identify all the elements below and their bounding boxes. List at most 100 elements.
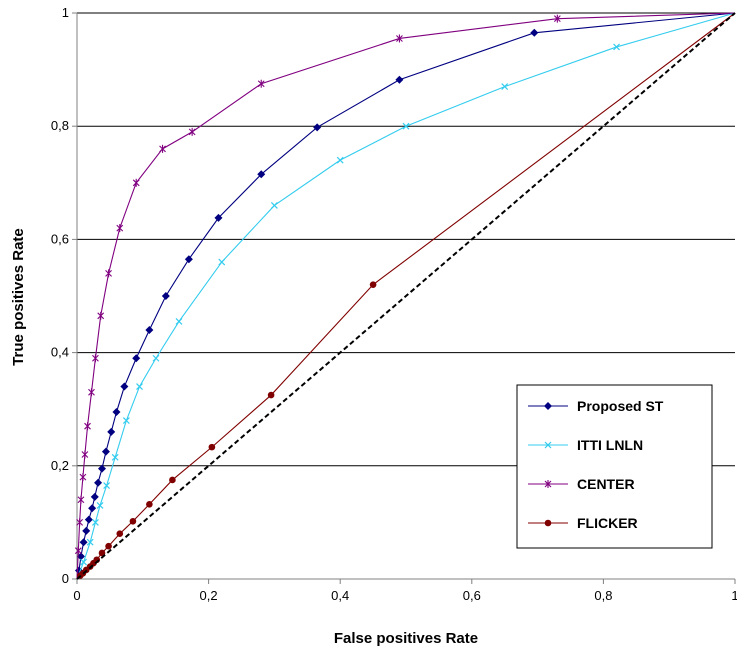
data-point bbox=[77, 495, 85, 504]
series-itti-lnln bbox=[76, 12, 736, 580]
data-point bbox=[76, 518, 84, 527]
data-point bbox=[101, 447, 110, 456]
data-point bbox=[396, 34, 403, 43]
legend-marker bbox=[544, 402, 552, 410]
legend-marker bbox=[544, 519, 552, 527]
data-point bbox=[188, 127, 196, 136]
data-point bbox=[90, 492, 99, 501]
y-tick-label: 0,2 bbox=[51, 458, 69, 473]
data-point bbox=[159, 144, 166, 153]
x-tick-label: 1 bbox=[731, 588, 737, 603]
axes bbox=[72, 12, 736, 584]
series-proposed-st bbox=[74, 12, 736, 580]
data-point bbox=[84, 515, 93, 524]
data-point bbox=[136, 383, 143, 390]
data-point bbox=[116, 530, 124, 538]
series-line bbox=[76, 12, 736, 580]
data-point bbox=[88, 504, 97, 513]
data-point bbox=[98, 549, 106, 557]
data-point bbox=[169, 476, 176, 484]
legend-label: Proposed ST bbox=[577, 398, 664, 414]
series-center bbox=[74, 12, 736, 580]
y-tick-label: 0,4 bbox=[51, 345, 69, 360]
data-point bbox=[175, 318, 183, 325]
legend-marker bbox=[544, 441, 552, 449]
data-point bbox=[92, 354, 99, 363]
y-axis-title: True positives Rate bbox=[10, 228, 27, 366]
data-point bbox=[107, 427, 116, 436]
data-point bbox=[79, 538, 88, 547]
data-point bbox=[132, 354, 141, 363]
data-point bbox=[395, 75, 404, 84]
y-tick-label: 0 bbox=[62, 571, 69, 586]
data-point bbox=[145, 325, 154, 334]
x-axis-title: False positives Rate bbox=[334, 630, 478, 647]
data-point bbox=[336, 156, 344, 164]
data-point bbox=[218, 258, 226, 266]
data-point bbox=[369, 281, 377, 288]
x-tick-label: 0,8 bbox=[594, 588, 612, 603]
data-point bbox=[132, 178, 140, 187]
data-point bbox=[613, 43, 620, 51]
data-point bbox=[116, 224, 124, 233]
data-point bbox=[122, 417, 130, 424]
legend-item: CENTER bbox=[528, 476, 635, 492]
data-point bbox=[161, 292, 170, 300]
data-point bbox=[501, 83, 509, 91]
data-point bbox=[214, 213, 223, 222]
x-tick-label: 0,6 bbox=[463, 588, 481, 603]
data-point bbox=[76, 552, 85, 561]
data-point bbox=[270, 202, 278, 209]
y-tick-label: 0,6 bbox=[51, 231, 69, 246]
tick-labels: 0 0,2 0,4 0,6 0,8 1 0 0,2 0,4 0,6 0,8 1 bbox=[51, 5, 737, 603]
data-point bbox=[208, 443, 216, 451]
data-point bbox=[257, 170, 266, 179]
legend-marker bbox=[544, 480, 552, 488]
y-tick-label: 0,8 bbox=[51, 118, 69, 133]
data-point bbox=[530, 28, 539, 37]
data-point bbox=[267, 391, 275, 399]
legend-item: Proposed ST bbox=[528, 398, 664, 414]
data-point bbox=[82, 526, 91, 535]
x-tick-label: 0,2 bbox=[200, 588, 218, 603]
legend-item: ITTI LNLN bbox=[528, 437, 643, 453]
data-point bbox=[80, 558, 88, 566]
data-point bbox=[96, 501, 104, 509]
data-point bbox=[98, 464, 107, 473]
x-tick-label: 0,4 bbox=[331, 588, 349, 603]
data-point bbox=[402, 122, 410, 130]
legend-label: CENTER bbox=[577, 476, 635, 492]
data-point bbox=[120, 382, 129, 391]
data-point bbox=[74, 546, 82, 555]
data-point bbox=[112, 408, 121, 417]
data-point bbox=[111, 453, 119, 461]
series-diagonal-reference bbox=[76, 12, 736, 580]
data-point bbox=[184, 255, 193, 264]
data-point bbox=[88, 388, 95, 397]
series-line bbox=[76, 12, 736, 580]
data-point bbox=[84, 422, 91, 431]
data-point bbox=[103, 482, 111, 490]
data-point bbox=[81, 450, 89, 459]
data-point bbox=[94, 478, 103, 487]
data-point bbox=[146, 500, 153, 508]
data-point bbox=[313, 123, 322, 132]
legend-label: ITTI LNLN bbox=[577, 437, 643, 453]
data-point bbox=[91, 518, 99, 526]
data-point bbox=[553, 14, 561, 23]
series-layer bbox=[74, 12, 736, 580]
data-point bbox=[105, 542, 112, 550]
data-point bbox=[129, 517, 137, 525]
y-tick-label: 1 bbox=[62, 5, 69, 20]
data-point bbox=[152, 354, 160, 362]
data-point bbox=[86, 538, 94, 546]
data-point bbox=[105, 269, 112, 278]
legend: Proposed ST ITTI LNLN CENTER FLICKER bbox=[516, 384, 713, 549]
legend-item: FLICKER bbox=[528, 515, 638, 531]
data-point bbox=[257, 79, 265, 88]
x-tick-label: 0 bbox=[73, 588, 80, 603]
data-point bbox=[97, 311, 105, 320]
legend-label: FLICKER bbox=[577, 515, 638, 531]
data-point bbox=[79, 473, 87, 482]
